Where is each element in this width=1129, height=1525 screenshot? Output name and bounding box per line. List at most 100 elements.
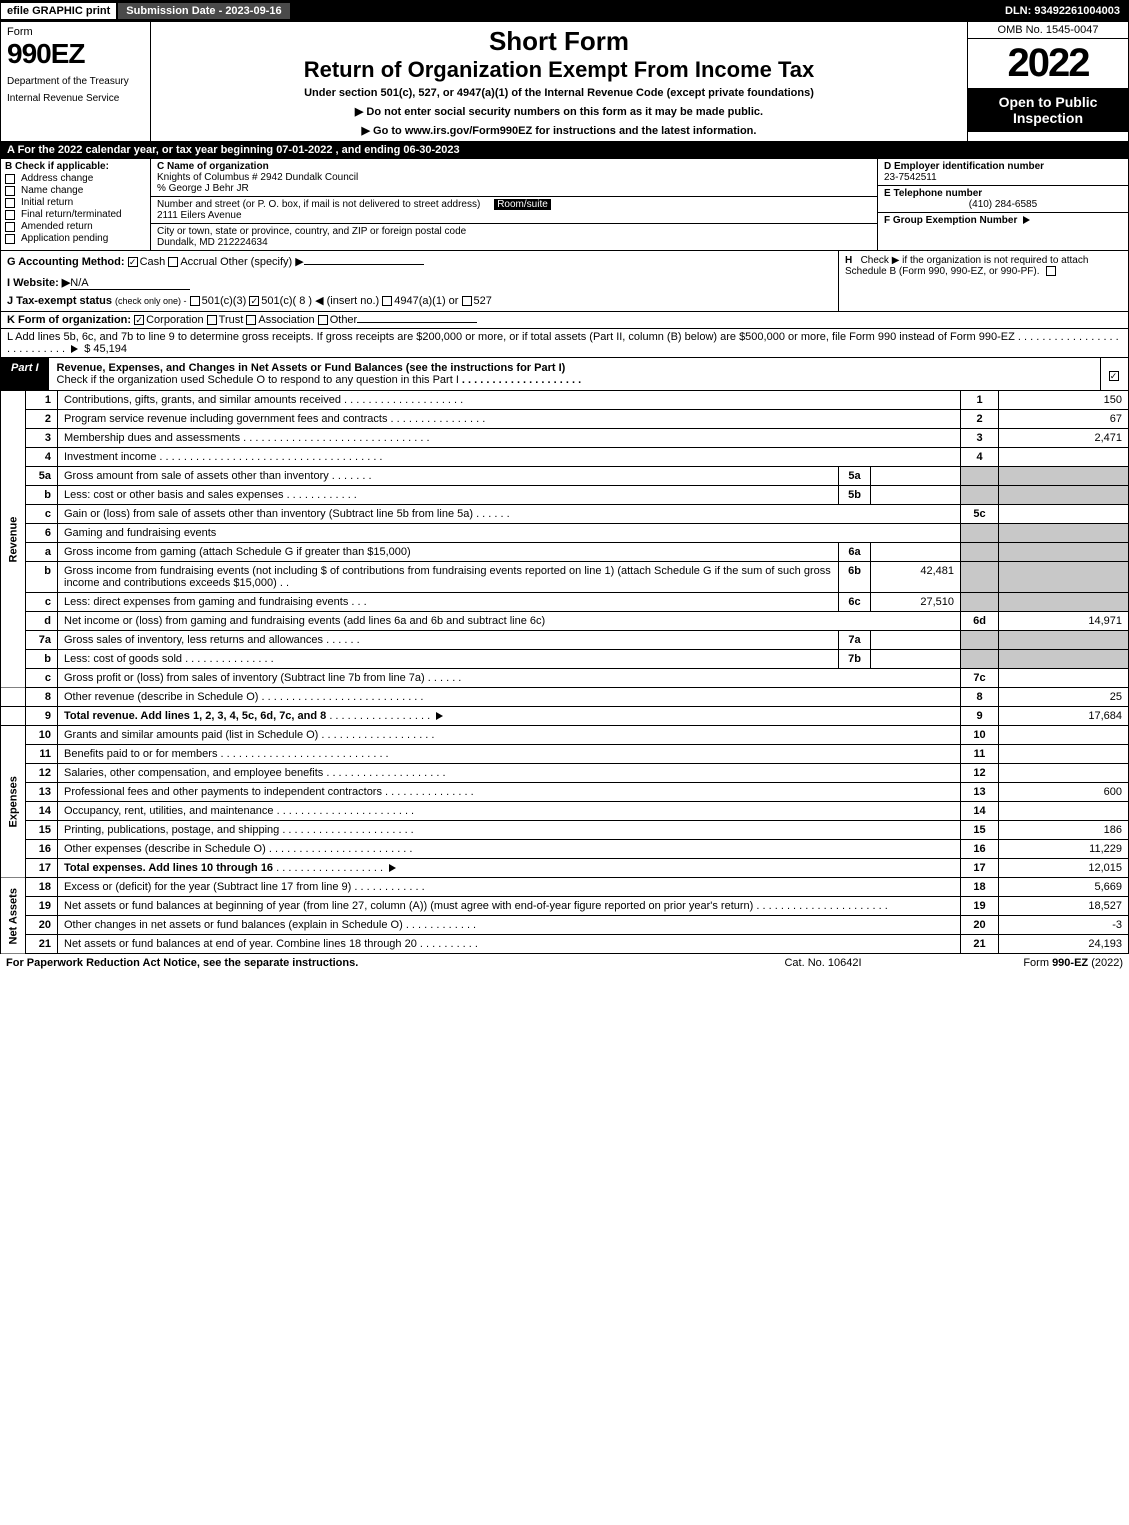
check-cash[interactable]: [128, 257, 138, 267]
line-2-amount: 67: [999, 410, 1129, 429]
line-20-text: Other changes in net assets or fund bala…: [64, 919, 403, 931]
line-10-text: Grants and similar amounts paid (list in…: [64, 729, 318, 741]
ein: 23-7542511: [884, 172, 937, 183]
line-7a-text: Gross sales of inventory, less returns a…: [64, 634, 323, 646]
short-form-title: Short Form: [159, 26, 959, 57]
check-h[interactable]: [1046, 266, 1056, 276]
line-1-text: Contributions, gifts, grants, and simila…: [64, 394, 341, 406]
j-label: J Tax-exempt status: [7, 295, 112, 307]
k-label: K Form of organization:: [7, 314, 131, 326]
check-application-pending[interactable]: [5, 234, 15, 244]
form-number: 990EZ: [7, 38, 144, 70]
arrow-icon: [71, 345, 78, 353]
check-name-change[interactable]: [5, 186, 15, 196]
check-trust[interactable]: [207, 315, 217, 325]
c-label: C Name of organization: [157, 161, 269, 172]
omb-number: OMB No. 1545-0047: [968, 22, 1128, 39]
line-3-text: Membership dues and assessments: [64, 432, 240, 444]
city-state-zip: Dundalk, MD 212224634: [157, 237, 268, 248]
line-6c-amount: 27,510: [871, 593, 961, 612]
check-amended[interactable]: [5, 222, 15, 232]
line-6d-amount: 14,971: [999, 612, 1129, 631]
dept-treasury: Department of the Treasury: [7, 76, 144, 87]
line-13-text: Professional fees and other payments to …: [64, 786, 382, 798]
e-label: E Telephone number: [884, 188, 982, 199]
net-assets-sidetab: Net Assets: [1, 878, 26, 954]
line-12-text: Salaries, other compensation, and employ…: [64, 767, 323, 779]
check-final-return[interactable]: [5, 210, 15, 220]
line-7b-text: Less: cost of goods sold: [64, 653, 182, 665]
line-16-amount: 11,229: [999, 840, 1129, 859]
under-section: Under section 501(c), 527, or 4947(a)(1)…: [159, 87, 959, 99]
tax-year: 2022: [968, 39, 1128, 88]
line-4-amount: [999, 448, 1129, 467]
org-name: Knights of Columbus # 2942 Dundalk Counc…: [157, 172, 358, 183]
website: N/A: [70, 277, 190, 290]
submission-date: Submission Date - 2023-09-16: [118, 3, 289, 19]
l-text: L Add lines 5b, 6c, and 7b to line 9 to …: [7, 331, 1015, 343]
sections-bcdef: B Check if applicable: Address change Na…: [0, 159, 1129, 251]
room-label: Room/suite: [494, 199, 551, 210]
street-label: Number and street (or P. O. box, if mail…: [157, 199, 480, 210]
check-address-change[interactable]: [5, 174, 15, 184]
revenue-table: Revenue 1 Contributions, gifts, grants, …: [0, 391, 1129, 726]
check-4947[interactable]: [382, 296, 392, 306]
line-11-text: Benefits paid to or for members: [64, 748, 217, 760]
line-9-amount: 17,684: [999, 707, 1129, 726]
line-19-text: Net assets or fund balances at beginning…: [64, 900, 753, 912]
check-schedule-o[interactable]: [1109, 371, 1119, 381]
part1-sub: Check if the organization used Schedule …: [57, 374, 459, 386]
i-label: I Website: ▶: [7, 277, 70, 289]
form-header: Form 990EZ Department of the Treasury In…: [0, 22, 1129, 142]
phone: (410) 284-6585: [884, 199, 1122, 210]
street-address: 2111 Eilers Avenue: [157, 210, 242, 221]
check-527[interactable]: [462, 296, 472, 306]
irs-label: Internal Revenue Service: [7, 93, 144, 104]
check-accrual[interactable]: [168, 257, 178, 267]
line-8-text: Other revenue (describe in Schedule O): [64, 691, 258, 703]
check-501c[interactable]: [249, 296, 259, 306]
line-5b-text: Less: cost or other basis and sales expe…: [64, 489, 284, 501]
efile-print-button[interactable]: efile GRAPHIC print: [1, 3, 118, 19]
footer: For Paperwork Reduction Act Notice, see …: [0, 954, 1129, 972]
section-a: A For the 2022 calendar year, or tax yea…: [0, 142, 1129, 159]
net-assets-table: Net Assets 18 Excess or (deficit) for th…: [0, 878, 1129, 954]
line-15-text: Printing, publications, postage, and shi…: [64, 824, 279, 836]
line-18-amount: 5,669: [999, 878, 1129, 897]
city-label: City or town, state or province, country…: [157, 226, 466, 237]
check-501c3[interactable]: [190, 296, 200, 306]
line-16-text: Other expenses (describe in Schedule O): [64, 843, 266, 855]
line-14-text: Occupancy, rent, utilities, and maintena…: [64, 805, 274, 817]
check-other-org[interactable]: [318, 315, 328, 325]
line-5a-text: Gross amount from sale of assets other t…: [64, 470, 329, 482]
line-21-text: Net assets or fund balances at end of ye…: [64, 938, 417, 950]
dln: DLN: 93492261004003: [997, 3, 1128, 19]
line-8-amount: 25: [999, 688, 1129, 707]
line-18-text: Excess or (deficit) for the year (Subtra…: [64, 881, 351, 893]
check-corporation[interactable]: [134, 315, 144, 325]
check-association[interactable]: [246, 315, 256, 325]
line-6c-text: Less: direct expenses from gaming and fu…: [64, 596, 348, 608]
top-bar: efile GRAPHIC print Submission Date - 20…: [0, 0, 1129, 22]
line-21-amount: 24,193: [999, 935, 1129, 954]
form-label: Form: [7, 26, 144, 38]
b-label: B Check if applicable:: [5, 161, 146, 172]
open-to-public: Open to Public Inspection: [968, 88, 1128, 132]
line-19-amount: 18,527: [999, 897, 1129, 916]
line-20-amount: -3: [999, 916, 1129, 935]
line-3-amount: 2,471: [999, 429, 1129, 448]
g-label: G Accounting Method:: [7, 256, 125, 268]
h-label: H: [845, 255, 852, 266]
d-label: D Employer identification number: [884, 161, 1044, 172]
goto-link[interactable]: ▶ Go to www.irs.gov/Form990EZ for instru…: [159, 124, 959, 137]
line-13-amount: 600: [999, 783, 1129, 802]
line-17-amount: 12,015: [999, 859, 1129, 878]
line-6-text: Gaming and fundraising events: [64, 527, 216, 539]
line-17-text: Total expenses. Add lines 10 through 16: [64, 862, 273, 874]
check-initial-return[interactable]: [5, 198, 15, 208]
form-ref: Form 990-EZ (2022): [923, 957, 1123, 969]
line-4-text: Investment income: [64, 451, 156, 463]
f-label: F Group Exemption Number: [884, 215, 1017, 226]
line-1-amount: 150: [999, 391, 1129, 410]
line-6b-text: Gross income from fundraising events (no…: [64, 565, 831, 589]
